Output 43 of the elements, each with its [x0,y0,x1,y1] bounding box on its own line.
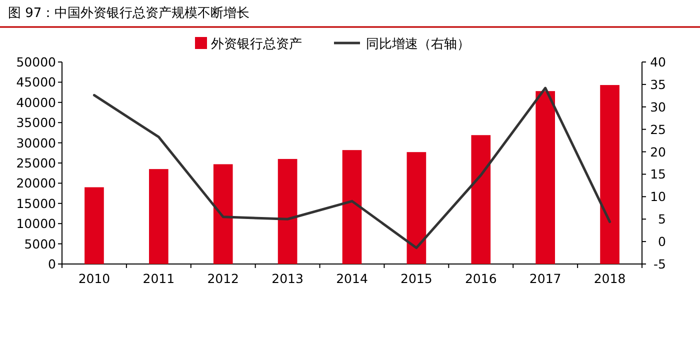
x-tick-label: 2018 [594,271,626,286]
y2-tick-label: 25 [650,122,666,137]
x-tick-label: 2014 [336,271,368,286]
bar [149,169,168,264]
line-series [92,86,612,250]
bar [406,152,426,264]
y-tick-label: 10000 [16,216,56,232]
y-tick-label: 20000 [16,176,56,191]
x-tick-label: 2010 [78,271,110,286]
y-tick-label: 40000 [16,94,56,110]
y2-tick-label: 5 [658,212,666,227]
y-tick-label: 15000 [16,196,56,211]
chart-title: 图 97：中国外资银行总资产规模不断增长 [8,6,250,21]
y-tick-label: 0 [48,256,56,272]
y-tick-label: 50000 [16,54,56,70]
bar [213,164,233,264]
legend-label: 外资银行总资产 [211,37,302,52]
y2-tick-label: 35 [650,76,666,92]
bar [278,158,298,264]
y2-tick-label: 0 [658,234,666,250]
y-tick-label: 5000 [24,236,56,252]
bar [84,187,104,264]
legend-label: 同比增速（右轴） [366,37,470,52]
y2-tick-label: 40 [650,54,666,70]
y-tick-label: 45000 [16,74,56,90]
y2-tick-label: 30 [650,99,666,114]
bar [342,150,362,264]
y-tick-label: 35000 [16,115,56,130]
y2-tick-label: 15 [650,166,666,182]
bar [600,85,620,264]
y2-tick-label: 10 [650,189,666,204]
y2-tick-label: 20 [650,144,666,160]
x-tick-label: 2017 [529,271,562,286]
bar [471,135,491,264]
y-tick-label: 30000 [16,135,56,150]
x-tick-label: 2016 [464,271,497,286]
y2-tick-label: -5 [654,256,666,272]
x-tick-label: 2015 [400,271,432,286]
x-tick-label: 2012 [207,271,240,286]
y-tick-label: 25000 [16,156,56,170]
bar [536,91,555,264]
x-tick-label: 2013 [272,271,304,286]
x-tick-label: 2011 [142,271,175,286]
